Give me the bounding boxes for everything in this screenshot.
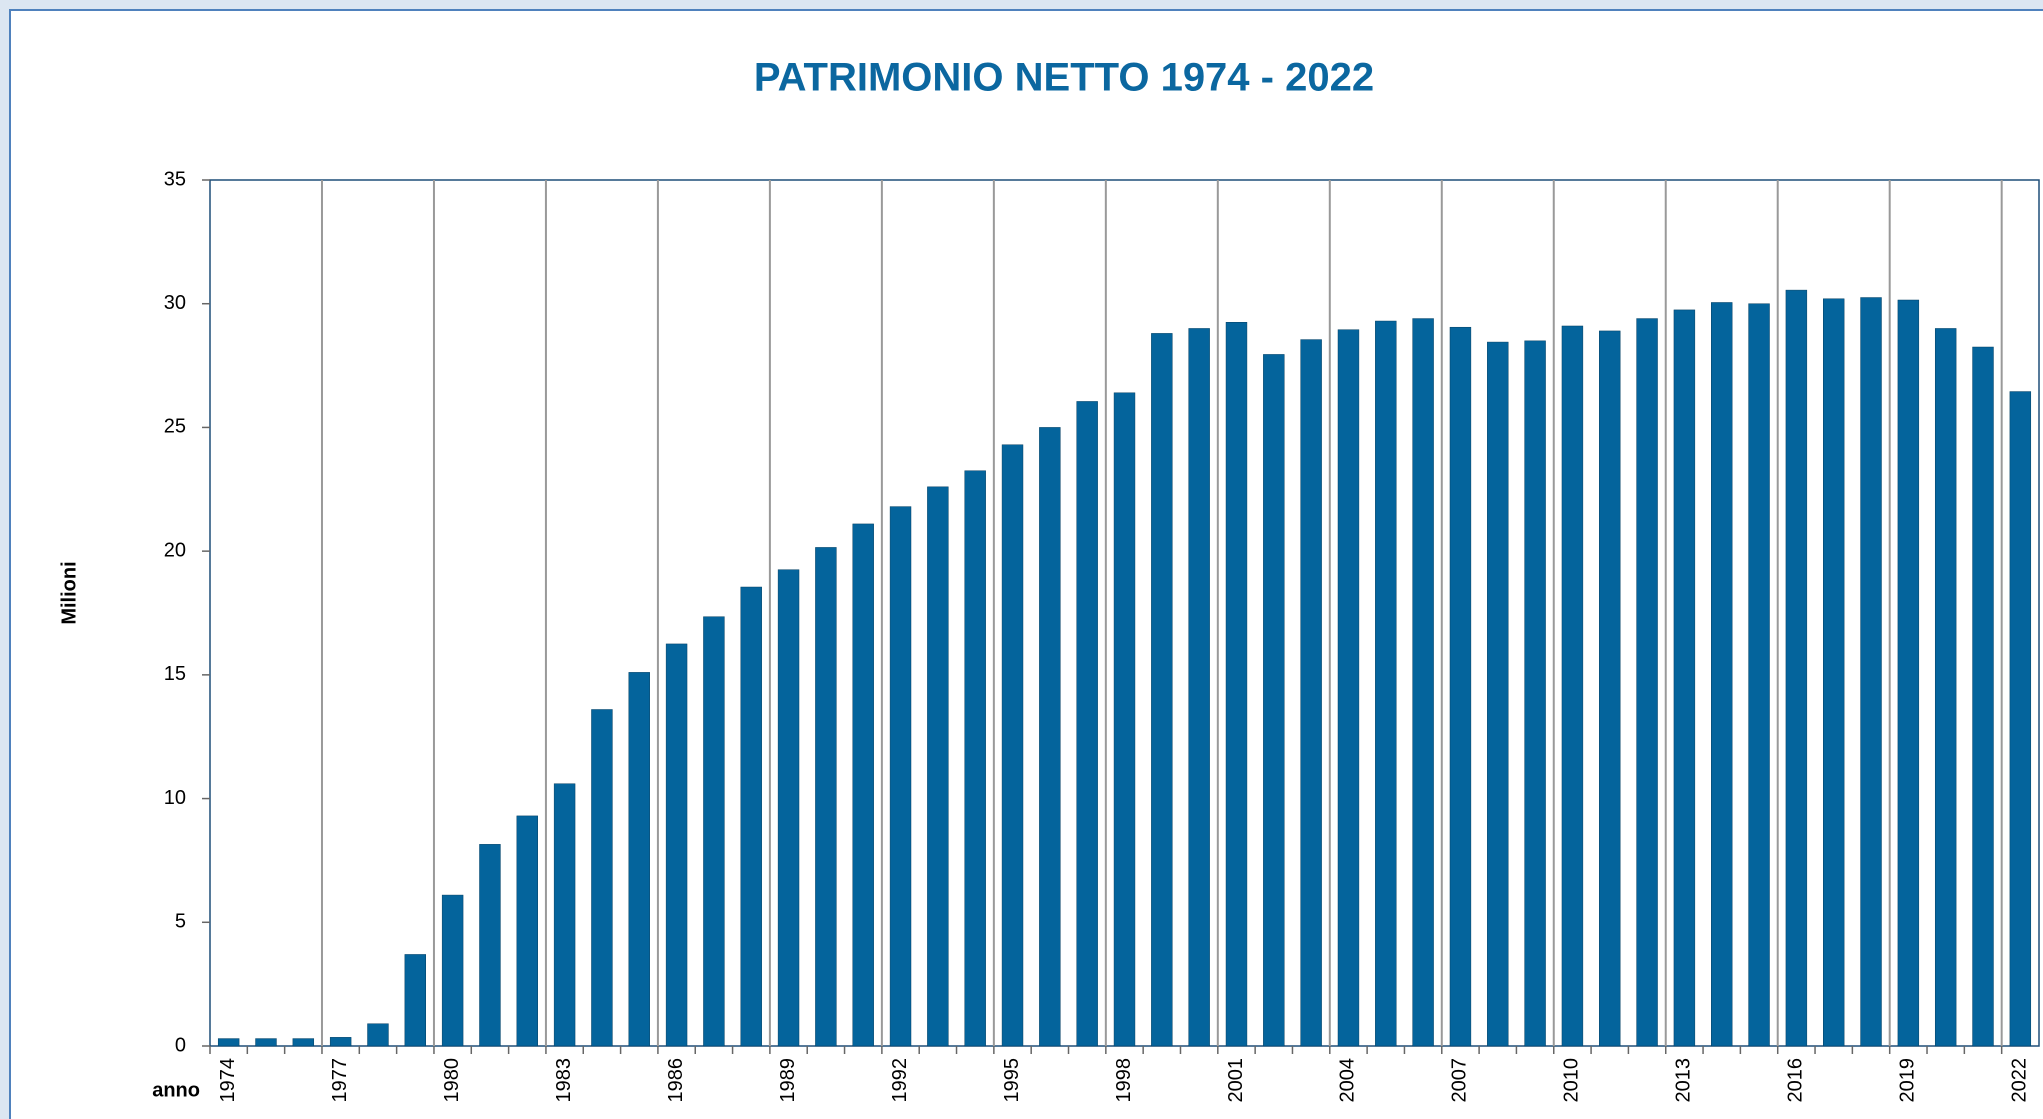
bar — [1188, 328, 1210, 1047]
bar — [1897, 299, 1920, 1047]
x-tick-label: 2007 — [1449, 1058, 1471, 1103]
bar — [852, 523, 874, 1047]
bar — [479, 844, 501, 1047]
x-tick-label: 2010 — [1561, 1058, 1583, 1103]
bar — [1711, 302, 1733, 1047]
bar — [1785, 289, 1808, 1047]
bar — [292, 1038, 315, 1047]
x-tick-label: 1989 — [777, 1058, 799, 1103]
bar — [217, 1038, 240, 1047]
x-tick-label: 1983 — [553, 1058, 575, 1103]
bar — [1300, 339, 1322, 1047]
bar — [1337, 329, 1360, 1047]
bar — [329, 1037, 352, 1047]
bar — [255, 1038, 277, 1047]
bar — [1263, 354, 1285, 1047]
bar — [367, 1023, 389, 1047]
bar — [815, 547, 837, 1047]
bar — [1972, 346, 1994, 1047]
y-tick-label: 35 — [164, 168, 186, 190]
chart-title: PATRIMONIO NETTO 1974 - 2022 — [754, 56, 1374, 100]
bar — [740, 586, 762, 1047]
bar — [1636, 318, 1658, 1047]
bar — [591, 709, 613, 1047]
bar — [2009, 391, 2032, 1047]
bar — [1934, 328, 1957, 1047]
x-tick-label: 2001 — [1225, 1058, 1247, 1103]
bar — [628, 672, 650, 1047]
bar — [1039, 427, 1061, 1047]
bar — [553, 783, 576, 1047]
x-tick-label: 2022 — [2009, 1058, 2031, 1103]
bar — [927, 486, 949, 1047]
y-tick-label: 20 — [164, 539, 186, 561]
bar — [1001, 444, 1024, 1047]
bar — [703, 616, 725, 1047]
bar — [1449, 326, 1472, 1047]
bar — [1673, 309, 1696, 1047]
chart-panel — [9, 9, 2043, 1119]
bar — [1412, 318, 1434, 1047]
bar — [1113, 392, 1136, 1047]
bar — [1860, 297, 1882, 1047]
bar — [1823, 298, 1845, 1047]
bar — [1524, 340, 1546, 1047]
bar — [777, 569, 800, 1047]
x-tick-label: 2016 — [1785, 1058, 1807, 1103]
y-tick-label: 5 — [175, 911, 186, 933]
x-tick-label: 2019 — [1897, 1058, 1919, 1103]
bar — [1225, 322, 1248, 1047]
bar — [1599, 330, 1621, 1047]
bar — [1561, 325, 1584, 1047]
bar — [1748, 303, 1770, 1047]
x-tick-label: 1980 — [441, 1058, 463, 1103]
y-tick-label: 15 — [164, 663, 186, 685]
y-tick-label: 0 — [175, 1034, 186, 1056]
bar — [889, 506, 912, 1047]
x-tick-label: 1998 — [1113, 1058, 1135, 1103]
bar — [1375, 320, 1397, 1047]
x-axis-label: anno — [152, 1079, 200, 1101]
y-tick-label: 30 — [164, 292, 186, 314]
x-tick-label: 1986 — [665, 1058, 687, 1103]
x-tick-label: 1977 — [329, 1058, 351, 1103]
y-axis-label: Milioni — [58, 561, 80, 624]
bar — [516, 815, 538, 1047]
bar — [1487, 341, 1509, 1047]
y-tick-label: 10 — [164, 787, 186, 809]
x-tick-label: 2004 — [1337, 1058, 1359, 1103]
x-tick-label: 1995 — [1001, 1058, 1023, 1103]
bar — [1076, 401, 1098, 1047]
bar — [665, 643, 688, 1047]
x-tick-label: 2013 — [1673, 1058, 1695, 1103]
bar — [1151, 333, 1173, 1047]
bar — [441, 894, 464, 1047]
x-tick-label: 1974 — [217, 1058, 239, 1103]
x-tick-label: 1992 — [889, 1058, 911, 1103]
bar — [964, 470, 986, 1047]
y-tick-label: 25 — [164, 416, 186, 438]
bar — [404, 954, 426, 1047]
